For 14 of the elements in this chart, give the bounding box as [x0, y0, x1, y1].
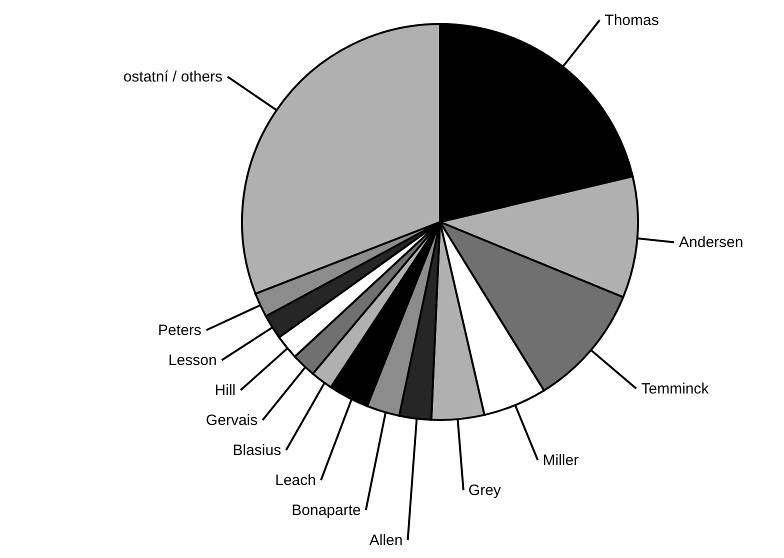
slice-label: Blasius	[232, 442, 282, 460]
slice-label: Lesson	[168, 352, 217, 370]
slice-label: Allen	[369, 532, 403, 550]
slice-label: Thomas	[604, 12, 659, 30]
slice-label: Peters	[158, 322, 202, 340]
slice-label: ostatní / others	[123, 68, 223, 86]
slice-label: Hill	[214, 382, 236, 400]
slice-label: Leach	[275, 472, 316, 490]
slice-label: Miller	[542, 452, 579, 470]
slice-label: Bonaparte	[292, 502, 361, 520]
slice-label: Gervais	[206, 412, 258, 430]
slice-label: Andersen	[679, 234, 744, 252]
slice-label: Temminck	[641, 380, 710, 398]
slice-label: Grey	[468, 482, 502, 500]
